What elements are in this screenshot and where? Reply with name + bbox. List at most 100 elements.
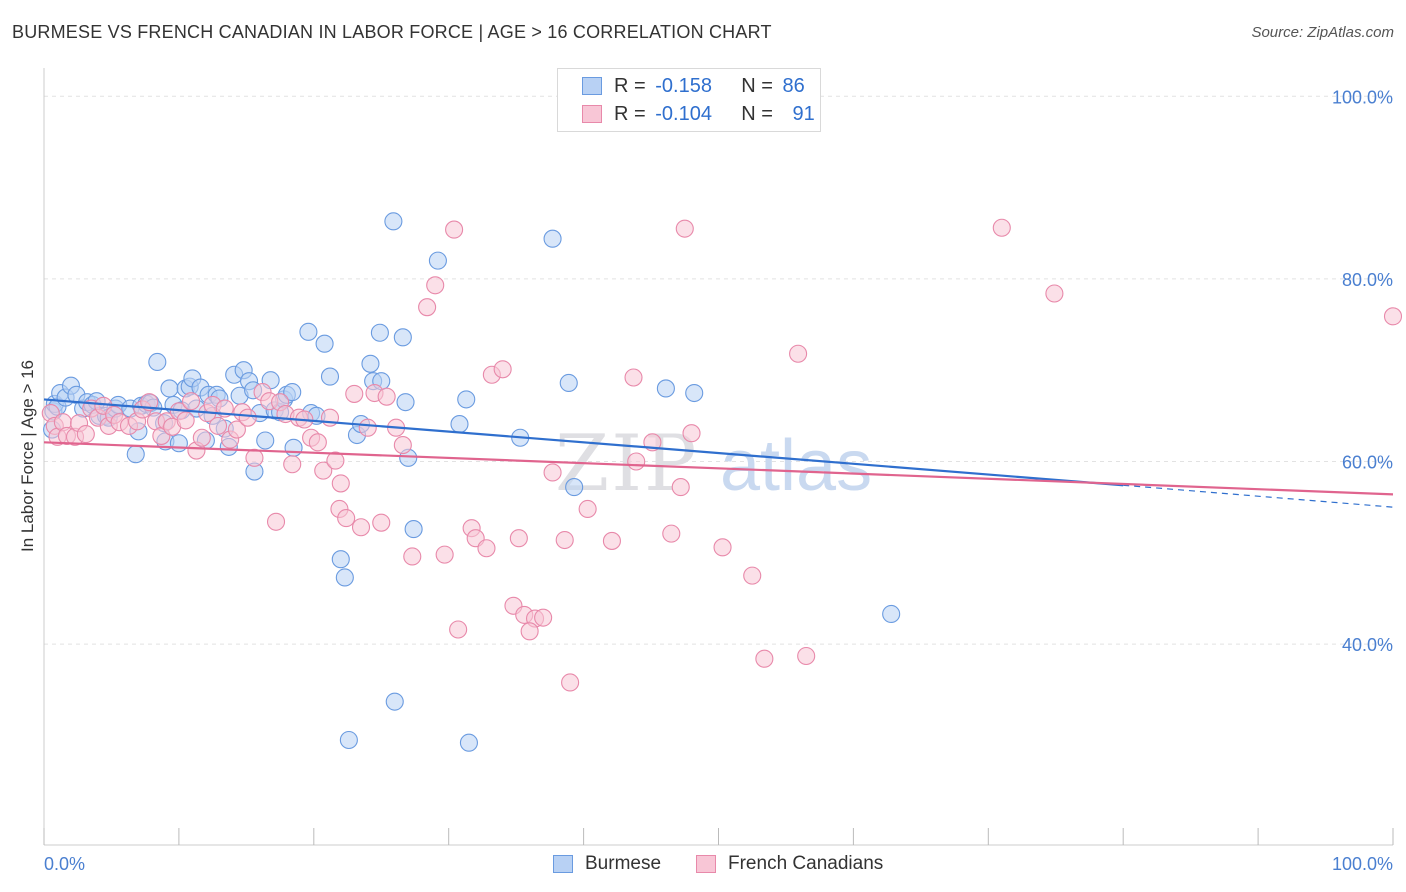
data-point — [351, 518, 371, 537]
legend-row-french-canadians: R = -0.104 N = 91 — [582, 101, 815, 127]
y-tick-label: 80.0% — [1342, 270, 1393, 290]
data-point — [743, 566, 762, 585]
data-point — [372, 513, 391, 532]
data-point — [337, 509, 356, 528]
data-point — [361, 354, 380, 373]
data-point — [385, 692, 404, 711]
data-point — [627, 452, 646, 471]
data-point — [578, 499, 597, 519]
data-point — [882, 604, 901, 624]
data-point — [565, 478, 584, 497]
data-point — [685, 383, 704, 403]
legend-r-label: R = — [614, 74, 652, 97]
legend-item-burmese: Burmese — [553, 850, 661, 878]
data-point — [396, 393, 415, 412]
data-point — [797, 646, 816, 666]
legend-r-label: R = — [614, 102, 652, 125]
data-point — [238, 408, 257, 427]
data-point — [256, 431, 275, 450]
data-point — [602, 531, 621, 550]
data-point — [245, 448, 264, 467]
legend-label-burmese: Burmese — [585, 853, 662, 874]
data-point — [789, 344, 808, 363]
data-point — [148, 352, 167, 372]
y-tick-label: 40.0% — [1342, 635, 1393, 655]
y-tick-label: 60.0% — [1342, 453, 1393, 473]
data-point — [208, 416, 228, 435]
data-point — [449, 620, 468, 639]
data-point — [308, 433, 327, 452]
data-point — [393, 328, 412, 347]
data-point — [284, 438, 303, 457]
data-point — [315, 334, 334, 353]
data-point — [493, 360, 512, 379]
data-point — [459, 733, 478, 752]
data-point — [1383, 307, 1403, 326]
data-point — [227, 420, 246, 439]
data-point — [403, 547, 422, 566]
legend-swatch-french-canadians — [696, 855, 716, 873]
watermark-atlas: atlas — [720, 426, 872, 506]
x-tick-label: 0.0% — [44, 854, 85, 874]
data-point — [426, 276, 445, 295]
data-point — [992, 218, 1011, 237]
legend-n-label: N = — [741, 74, 779, 97]
data-point — [713, 538, 732, 557]
data-point — [358, 418, 377, 437]
data-point — [169, 434, 188, 453]
data-point — [266, 512, 286, 531]
data-point — [477, 539, 496, 558]
data-point — [331, 550, 350, 569]
data-point — [326, 451, 345, 470]
data-point — [755, 649, 774, 668]
data-point — [418, 298, 437, 317]
data-point — [335, 568, 354, 587]
data-point — [339, 730, 358, 750]
trend-line-extension — [1123, 484, 1394, 508]
x-tick-label: 100.0% — [1332, 854, 1393, 874]
data-point — [176, 411, 195, 430]
data-point — [555, 530, 574, 550]
correlation-legend: R = -0.158 N = 86 R = -0.104 N = 91 — [557, 68, 821, 132]
data-point — [160, 379, 179, 398]
data-point — [520, 622, 539, 641]
data-point — [450, 415, 469, 434]
data-point — [428, 251, 447, 270]
series-french-canadians — [41, 218, 1403, 692]
data-point — [345, 384, 364, 403]
data-point — [543, 229, 562, 248]
legend-swatch-burmese — [553, 855, 573, 873]
data-point — [126, 445, 145, 464]
data-point — [283, 455, 302, 474]
data-point — [320, 367, 340, 386]
data-point — [534, 608, 553, 627]
data-point — [1045, 284, 1064, 303]
data-point — [435, 545, 454, 564]
data-point — [314, 461, 333, 480]
data-point — [283, 383, 302, 402]
data-point — [457, 390, 476, 409]
chart-title: BURMESE VS FRENCH CANADIAN IN LABOR FORC… — [12, 22, 772, 42]
source-label: Source: ZipAtlas.com — [1251, 24, 1394, 41]
legend-swatch-burmese — [582, 77, 602, 95]
trend-line-burmese — [43, 398, 1124, 487]
y-tick-label: 100.0% — [1332, 87, 1393, 107]
data-point — [331, 474, 350, 493]
data-point — [445, 220, 464, 239]
legend-swatch-french-canadians — [582, 105, 602, 123]
data-point — [404, 520, 423, 539]
data-point — [181, 392, 201, 411]
trend-lines — [43, 398, 1394, 508]
data-point — [377, 387, 396, 406]
data-point — [76, 425, 95, 444]
tick-labels: 40.0% 60.0% 80.0% 100.0% 0.0% 100.0% — [44, 87, 1393, 874]
legend-r-value: -0.158 — [655, 74, 712, 97]
legend-n-value: 86 — [782, 74, 805, 97]
data-point — [543, 463, 562, 482]
trend-line-french-canadians — [43, 441, 1394, 496]
data-point — [192, 428, 211, 447]
data-point — [561, 673, 580, 692]
data-point — [509, 529, 528, 548]
data-points — [41, 212, 1403, 752]
legend-n-value: 91 — [792, 102, 815, 125]
